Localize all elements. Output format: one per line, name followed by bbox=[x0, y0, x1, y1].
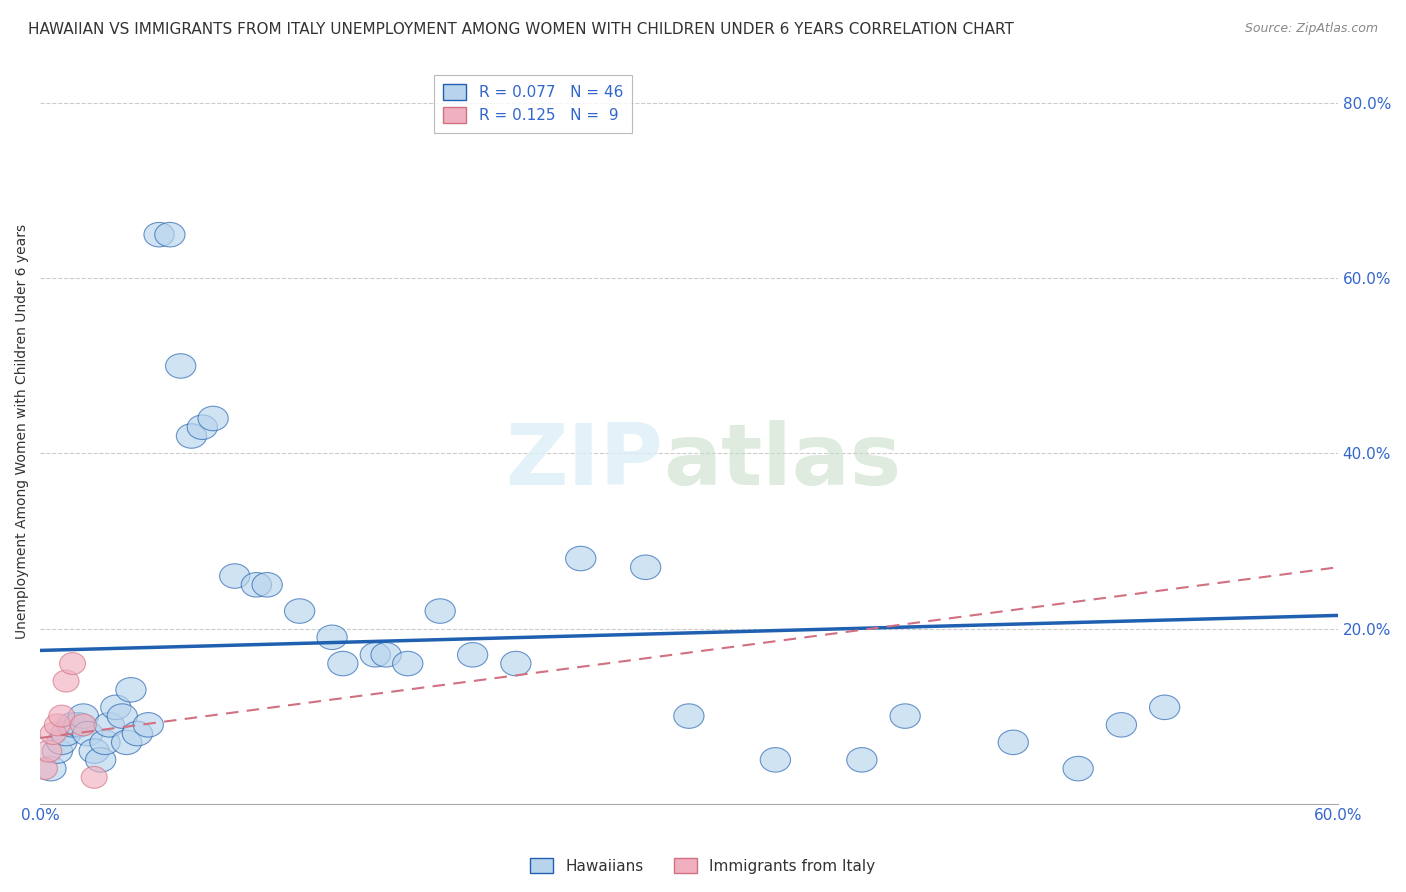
Text: HAWAIIAN VS IMMIGRANTS FROM ITALY UNEMPLOYMENT AMONG WOMEN WITH CHILDREN UNDER 6: HAWAIIAN VS IMMIGRANTS FROM ITALY UNEMPL… bbox=[28, 22, 1014, 37]
Text: atlas: atlas bbox=[662, 420, 901, 503]
Legend: R = 0.077   N = 46, R = 0.125   N =  9: R = 0.077 N = 46, R = 0.125 N = 9 bbox=[434, 75, 633, 133]
Y-axis label: Unemployment Among Women with Children Under 6 years: Unemployment Among Women with Children U… bbox=[15, 224, 30, 640]
Text: ZIP: ZIP bbox=[505, 420, 662, 503]
Text: Source: ZipAtlas.com: Source: ZipAtlas.com bbox=[1244, 22, 1378, 36]
Legend: Hawaiians, Immigrants from Italy: Hawaiians, Immigrants from Italy bbox=[524, 852, 882, 880]
